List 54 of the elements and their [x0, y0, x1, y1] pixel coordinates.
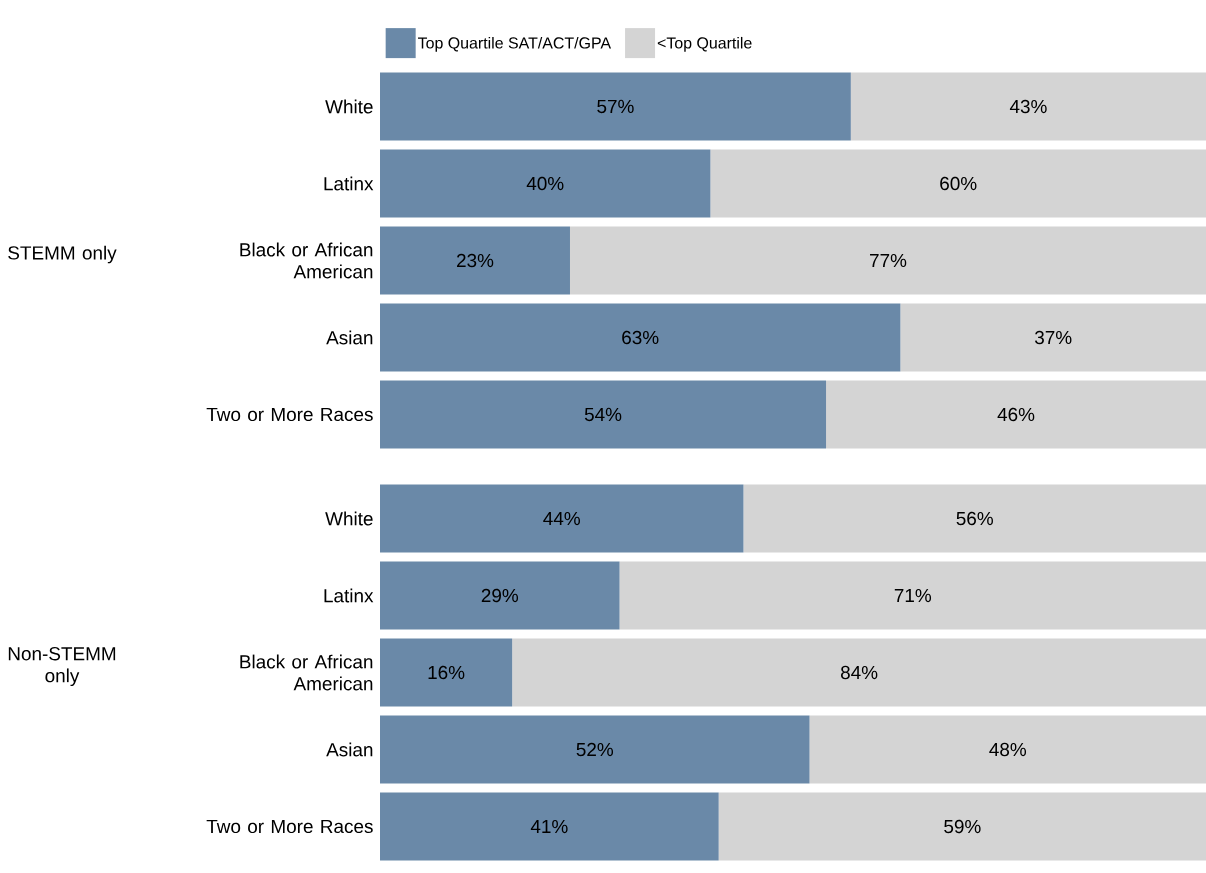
y-tick-label: White: [325, 511, 373, 526]
y-tick-label: Two or More Races: [206, 407, 373, 422]
data-label: 63%: [622, 330, 659, 345]
data-label: 59%: [944, 819, 981, 834]
bar: [380, 715, 810, 784]
bar: [718, 792, 1206, 861]
y-tick-label: Two or More Races: [206, 819, 373, 834]
data-label: 48%: [989, 742, 1027, 757]
bar: [380, 149, 711, 218]
bar: [619, 561, 1206, 630]
data-label: 16%: [428, 665, 465, 680]
bar: [380, 303, 901, 372]
bar: [380, 792, 719, 861]
data-label: 84%: [840, 665, 878, 680]
y-tick-label: Latinx: [324, 176, 374, 191]
y-tick-label: Asian: [326, 742, 373, 757]
data-label: 37%: [1034, 330, 1072, 345]
legend-label: <Top Quartile: [657, 36, 752, 52]
bar: [380, 72, 851, 141]
data-label: 71%: [894, 588, 932, 603]
y-tick-label: White: [325, 99, 373, 114]
bar: [380, 561, 620, 630]
bar: [743, 484, 1206, 553]
data-label: 46%: [997, 407, 1035, 422]
y-tick-label: Black or African American: [240, 242, 373, 279]
data-label: 54%: [584, 407, 622, 422]
text: Non-STEMM only: [8, 647, 116, 687]
bar: [380, 380, 827, 449]
bar: [710, 149, 1206, 218]
y-tick-label: Black or African American: [240, 654, 373, 691]
text: STEMM only: [8, 245, 117, 264]
data-label: 52%: [576, 742, 614, 757]
y-tick-label: Latinx: [324, 588, 374, 603]
data-label: 56%: [956, 511, 993, 526]
bar: [380, 226, 570, 295]
data-label: 40%: [526, 176, 564, 191]
data-label: 77%: [870, 253, 907, 268]
bar: [380, 484, 744, 553]
data-label: 43%: [1009, 99, 1047, 114]
data-label: 29%: [481, 588, 519, 603]
bar: [809, 715, 1206, 784]
data-label: 60%: [940, 176, 977, 191]
bar: [512, 638, 1206, 707]
data-label: 57%: [597, 99, 634, 114]
bar: [850, 72, 1206, 141]
data-label: 44%: [543, 511, 580, 526]
bar: [380, 638, 513, 707]
data-label: 23%: [457, 253, 494, 268]
bar: [826, 380, 1206, 449]
legend-label: Top Quartile SAT/ACT/GPA: [418, 36, 612, 52]
data-label: 41%: [530, 819, 568, 834]
bar: [900, 303, 1206, 372]
y-tick-label: Asian: [326, 330, 373, 345]
bar: [569, 226, 1206, 295]
